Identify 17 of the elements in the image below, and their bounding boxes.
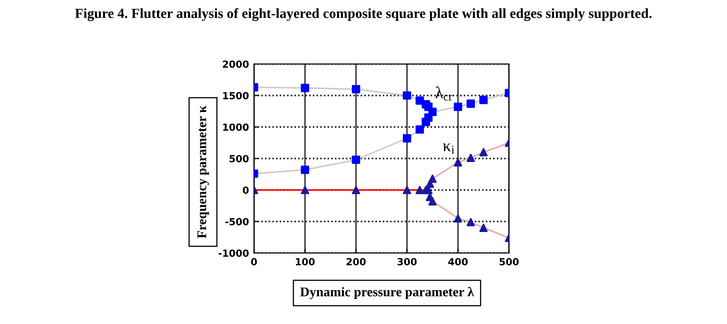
y-axis-title: Frequency parameter κ (197, 106, 209, 238)
y-tick-label: 0 (242, 186, 249, 194)
x-tick-label: 0 (251, 258, 257, 266)
y-tick-label: 1500 (223, 92, 249, 100)
chart-title: Figure 4. Flutter analysis of eight-layered composite square plate with all edges simply supported. (75, 8, 652, 22)
x-tick-label: 400 (448, 258, 468, 266)
y-tick-label: 500 (230, 154, 249, 162)
y-tick-label: 1000 (223, 123, 249, 131)
x-tick-label: 500 (500, 258, 519, 266)
y-tick-label: 2000 (222, 60, 249, 68)
x-tick-label: 300 (398, 258, 417, 266)
y-tick-label: -500 (225, 218, 249, 226)
y-tick-label: -1000 (218, 249, 249, 257)
x-axis-title: Dynamic pressure parameter λ (300, 286, 474, 300)
x-tick-label: 200 (346, 258, 366, 266)
x-tick-label: 100 (296, 258, 315, 266)
annotation: κ$_{i}$ (443, 144, 454, 154)
